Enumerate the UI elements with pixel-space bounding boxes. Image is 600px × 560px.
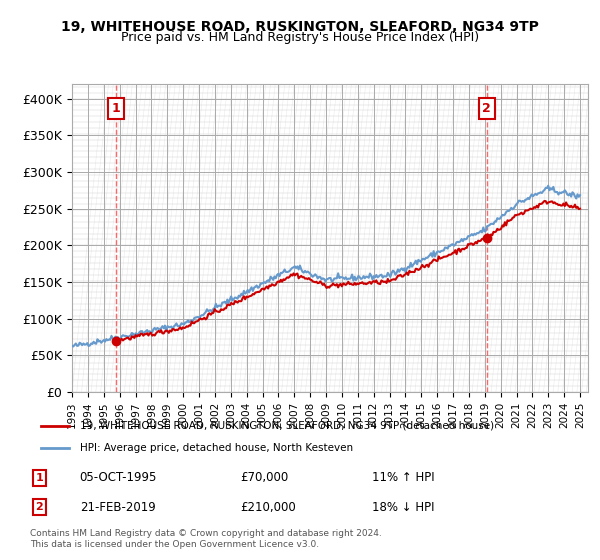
Text: 18% ↓ HPI: 18% ↓ HPI <box>372 501 435 514</box>
Text: Contains HM Land Registry data © Crown copyright and database right 2024.
This d: Contains HM Land Registry data © Crown c… <box>30 529 382 549</box>
Text: £70,000: £70,000 <box>240 471 288 484</box>
Text: 21-FEB-2019: 21-FEB-2019 <box>80 501 155 514</box>
Text: £210,000: £210,000 <box>240 501 296 514</box>
Text: 19, WHITEHOUSE ROAD, RUSKINGTON, SLEAFORD, NG34 9TP: 19, WHITEHOUSE ROAD, RUSKINGTON, SLEAFOR… <box>61 20 539 34</box>
Text: 19, WHITEHOUSE ROAD, RUSKINGTON, SLEAFORD, NG34 9TP (detached house): 19, WHITEHOUSE ROAD, RUSKINGTON, SLEAFOR… <box>80 421 494 431</box>
Text: 11% ↑ HPI: 11% ↑ HPI <box>372 471 435 484</box>
Text: HPI: Average price, detached house, North Kesteven: HPI: Average price, detached house, Nort… <box>80 443 353 453</box>
Text: 2: 2 <box>35 502 43 512</box>
Text: Price paid vs. HM Land Registry's House Price Index (HPI): Price paid vs. HM Land Registry's House … <box>121 31 479 44</box>
Text: 05-OCT-1995: 05-OCT-1995 <box>80 471 157 484</box>
Text: 1: 1 <box>35 473 43 483</box>
Text: 2: 2 <box>482 102 491 115</box>
Text: 1: 1 <box>111 102 120 115</box>
